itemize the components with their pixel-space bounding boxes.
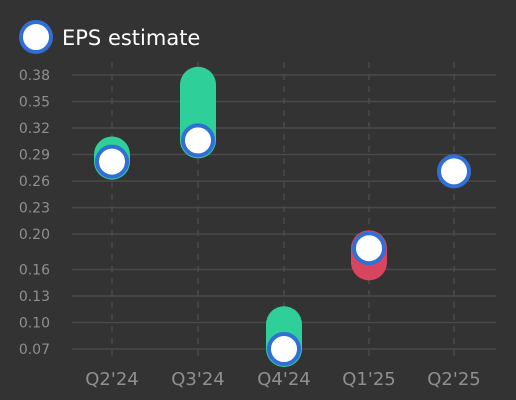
- x-tick-label: Q2'25: [427, 369, 480, 390]
- estimate-point: [352, 231, 386, 266]
- x-tick-label: Q2'24: [85, 369, 138, 390]
- range-bars: [94, 66, 387, 367]
- estimate-point: [267, 332, 301, 366]
- y-tick-label: 0.29: [19, 148, 50, 164]
- estimate-point: [95, 144, 129, 179]
- y-tick-label: 0.38: [19, 68, 50, 84]
- y-tick-label: 0.35: [19, 95, 50, 111]
- estimate-point: [181, 123, 215, 158]
- y-tick-label: 0.13: [19, 289, 50, 305]
- x-tick-label: Q4'24: [257, 369, 310, 390]
- x-tick-label: Q3'24: [171, 369, 224, 390]
- y-tick-label: 0.16: [19, 262, 50, 278]
- legend: EPS estimate: [19, 20, 200, 54]
- y-tick-label: 0.23: [19, 201, 50, 217]
- y-tick-label: 0.10: [19, 315, 50, 331]
- y-tick-label: 0.20: [19, 227, 50, 243]
- y-tick-label: 0.07: [19, 342, 50, 358]
- x-axis-ticks: Q2'24 Q3'24 Q4'24 Q1'25 Q2'25: [85, 369, 480, 390]
- estimate-point: [437, 154, 471, 189]
- y-axis-ticks: 0.07 0.10 0.13 0.16 0.20 0.23 0.26 0.29 0.32 0.35…: [19, 68, 50, 358]
- legend-marker-estimate: [19, 20, 53, 54]
- x-tick-label: Q1'25: [342, 369, 395, 390]
- estimate-markers: [95, 123, 471, 366]
- legend-label-estimate: EPS estimate: [62, 26, 200, 50]
- y-tick-label: 0.26: [19, 174, 50, 190]
- y-tick-label: 0.32: [19, 121, 50, 137]
